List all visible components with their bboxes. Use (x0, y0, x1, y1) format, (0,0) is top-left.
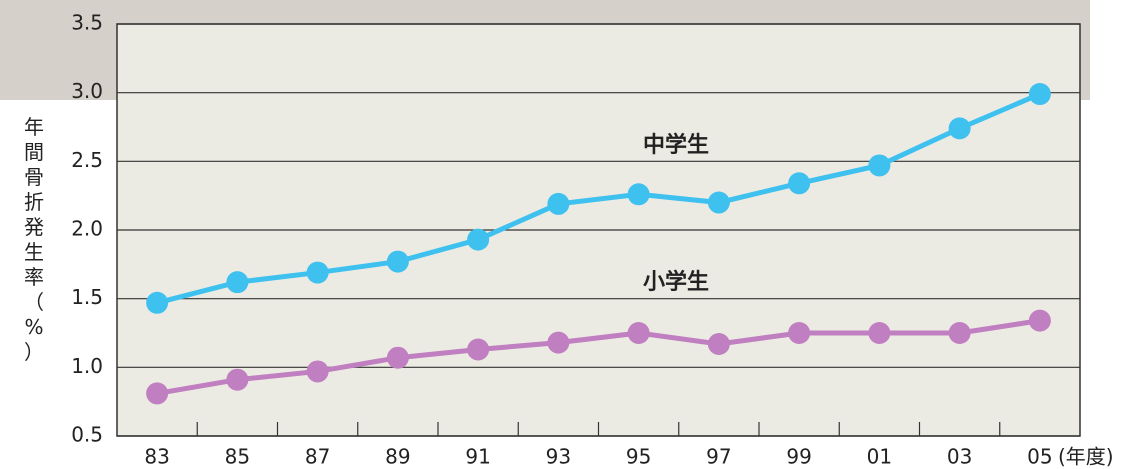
series-label: 小学生 (643, 269, 709, 295)
data-point (467, 338, 490, 361)
x-tick-label: 95 (626, 445, 651, 469)
data-point (707, 332, 730, 355)
x-tick-label: 89 (385, 445, 410, 469)
y-tick-label: 2.5 (71, 148, 103, 172)
y-tick-label: 2.0 (71, 217, 103, 241)
data-point (226, 368, 249, 391)
y-tick-label: 3.0 (71, 79, 103, 103)
series-line (156, 318, 1041, 396)
data-point (226, 271, 249, 294)
data-point (1028, 83, 1051, 106)
x-tick-label: 99 (786, 445, 811, 469)
data-point (386, 346, 409, 369)
data-point (547, 192, 570, 215)
x-tick-label: 83 (144, 445, 169, 469)
data-point (386, 250, 409, 273)
data-point (868, 154, 891, 177)
x-axis-label: (年度) (1058, 445, 1114, 469)
data-point (146, 291, 169, 314)
data-point (788, 322, 811, 344)
x-tick-label: 01 (867, 445, 892, 469)
data-point (146, 382, 169, 405)
x-tick-label: 05 (1027, 445, 1052, 469)
data-point (467, 228, 490, 251)
series-line (156, 91, 1041, 306)
x-tick-label: 91 (465, 445, 490, 469)
x-tick-label: 93 (546, 445, 571, 469)
x-tick-label: 03 (947, 445, 972, 469)
data-point (627, 183, 650, 206)
data-point (948, 117, 971, 140)
y-axis-label: 年間骨折発生率（%） (24, 115, 44, 364)
data-point (627, 322, 650, 344)
x-tick-label: 97 (706, 445, 731, 469)
y-tick-label: 0.5 (71, 423, 103, 447)
x-tick-label: 85 (225, 445, 250, 469)
data-point (788, 172, 811, 195)
y-tick-label: 3.5 (71, 11, 103, 35)
y-tick-label: 1.0 (71, 354, 103, 378)
y-tick-label: 1.5 (71, 285, 103, 309)
data-point (306, 360, 329, 383)
x-tick-label: 87 (305, 445, 330, 469)
data-point (948, 322, 971, 344)
data-point (306, 261, 329, 284)
series-label: 中学生 (643, 132, 709, 158)
data-point (547, 331, 570, 354)
data-point (1028, 309, 1051, 332)
data-point (707, 191, 730, 214)
data-point (868, 322, 891, 344)
